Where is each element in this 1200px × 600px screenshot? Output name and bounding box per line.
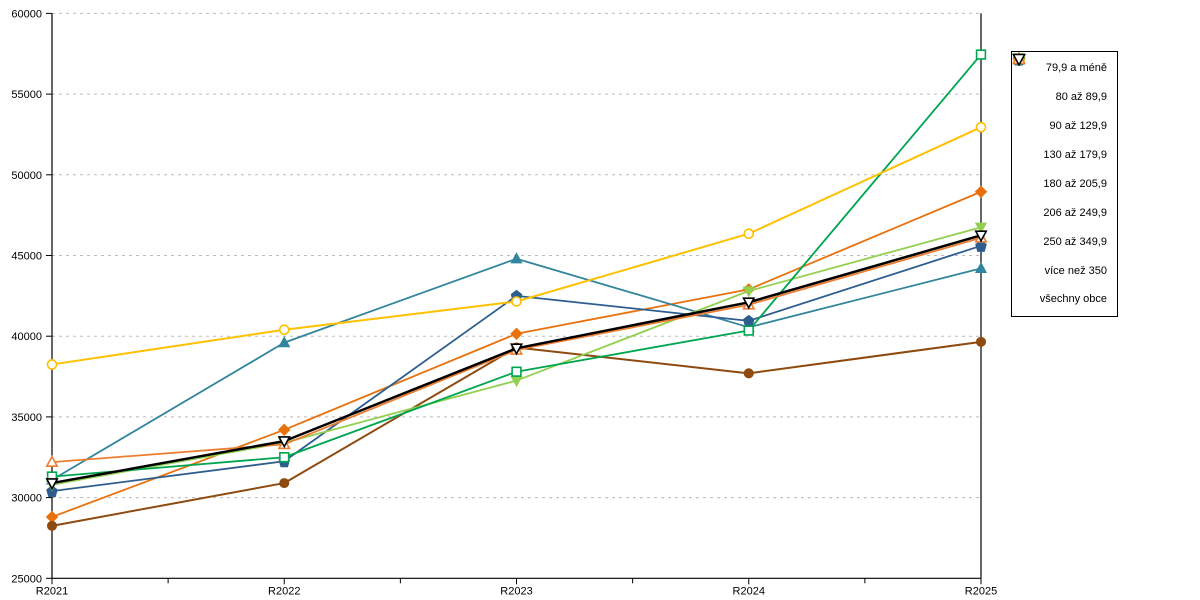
legend-item: 130 až 179,9 xyxy=(1012,52,1112,169)
y-axis-label: 45000 xyxy=(11,251,42,263)
legend-item: 80 až 89,9 xyxy=(1013,53,1112,111)
legend-label: 130 až 179,9 xyxy=(1043,149,1107,162)
triangle-up-marker-icon xyxy=(510,252,523,264)
circle-marker-icon xyxy=(975,336,987,347)
x-axis-label: R2022 xyxy=(268,585,300,597)
open-square-marker-icon xyxy=(511,366,522,377)
triangle-up-marker-icon xyxy=(278,336,291,348)
open-triangle-down-marker-icon xyxy=(277,436,291,449)
x-axis-label: R2023 xyxy=(500,585,532,597)
triangle-down-marker-icon xyxy=(974,222,988,234)
open-circle-marker-icon xyxy=(975,121,987,133)
open-square-marker-icon xyxy=(743,325,754,336)
diamond-marker-icon xyxy=(510,327,523,340)
legend-item: 206 až 249,9 xyxy=(1013,53,1112,227)
triangle-up-marker-icon xyxy=(974,261,988,274)
x-axis-label: R2025 xyxy=(965,585,997,597)
legend-label: 180 až 205,9 xyxy=(1043,177,1107,190)
circle-marker-icon xyxy=(46,520,58,531)
legend-item: 250 až 349,9 xyxy=(1013,53,1112,256)
legend-label: 80 až 89,9 xyxy=(1055,91,1107,104)
open-triangle-up-marker-icon xyxy=(45,454,59,468)
x-axis-label: R2024 xyxy=(733,585,765,597)
open-circle-marker-icon xyxy=(511,296,522,307)
legend-item: více než 350 xyxy=(1012,52,1112,285)
legend-label: více než 350 xyxy=(1044,264,1107,277)
open-circle-marker-icon xyxy=(278,324,290,336)
y-axis-label: 40000 xyxy=(11,331,42,343)
legend-label: všechny obce xyxy=(1039,293,1107,306)
open-circle-marker-icon xyxy=(46,359,58,370)
open-triangle-down-marker-icon xyxy=(509,343,524,356)
legend-label: 90 až 129,9 xyxy=(1049,120,1108,133)
legend-label: 206 až 249,9 xyxy=(1043,206,1107,219)
y-axis-label: 55000 xyxy=(11,89,42,101)
open-square-marker-icon xyxy=(279,452,290,463)
y-axis-label: 30000 xyxy=(11,493,42,505)
open-triangle-down-marker-icon xyxy=(1012,53,1026,66)
y-axis-label: 50000 xyxy=(11,170,42,182)
series-line xyxy=(51,234,982,485)
legend-item: 180 až 205,9 xyxy=(1012,54,1112,198)
open-triangle-down-marker-icon xyxy=(45,478,59,491)
circle-marker-icon xyxy=(743,368,754,379)
open-square-marker-icon xyxy=(975,49,987,60)
open-circle-marker-icon xyxy=(743,228,755,240)
legend-item: 90 až 129,9 xyxy=(1012,52,1112,140)
pentagon-marker-icon xyxy=(975,239,987,252)
legend-label: 250 až 349,9 xyxy=(1043,235,1107,248)
series-line xyxy=(51,226,982,486)
legend-marker-icon xyxy=(1012,53,1026,66)
diamond-marker-icon xyxy=(974,185,988,198)
legend-item: 79,9 a méně xyxy=(1012,52,1112,82)
diamond-marker-icon xyxy=(278,423,291,437)
pentagon-marker-icon xyxy=(742,314,755,327)
open-triangle-down-marker-icon xyxy=(742,297,756,310)
circle-marker-icon xyxy=(279,478,290,489)
legend-item: všechny obce xyxy=(1012,53,1112,313)
x-axis-label: R2021 xyxy=(36,585,68,597)
y-axis-label: 60000 xyxy=(11,8,42,20)
legend-label: 79,9 a méně xyxy=(1045,62,1107,75)
y-axis-label: 25000 xyxy=(11,573,42,585)
triangle-down-marker-icon xyxy=(742,286,755,298)
legend: 79,9 a méně 80 až 89,9 90 až 129,9 130 až 1… xyxy=(1011,51,1118,317)
open-triangle-down-marker-icon xyxy=(974,230,988,243)
diamond-marker-icon xyxy=(45,510,59,524)
y-axis-label: 35000 xyxy=(11,412,42,424)
